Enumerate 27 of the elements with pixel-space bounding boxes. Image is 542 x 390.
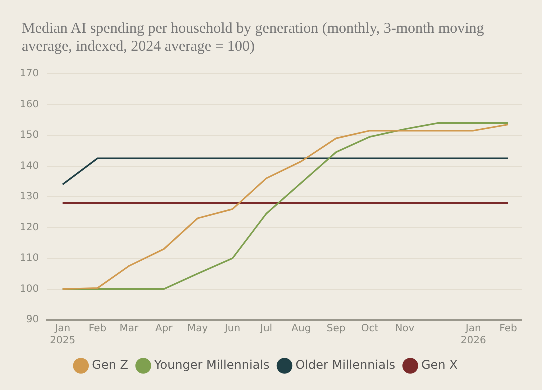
chart-subtitle: Median AI spending per household by generation (monthly, 3-month moving average, indexed, 2024 average = 100) — [21, 20, 486, 56]
x-tick-label: Jan 2026 — [460, 324, 486, 347]
y-tick-label: 120 — [20, 222, 40, 234]
y-tick-label: 150 — [20, 130, 40, 142]
y-tick-label: 160 — [20, 99, 40, 110]
y-tick-label: 90 — [26, 314, 40, 326]
legend-label: Younger Millennials — [153, 358, 270, 372]
x-tick-label: Apr — [155, 324, 174, 335]
x-tick-label: Feb — [88, 324, 107, 335]
y-tick-label: 110 — [20, 253, 40, 264]
x-tick-label: May — [188, 324, 208, 335]
x-tick-label: Nov — [395, 324, 415, 335]
y-tick-label: 100 — [20, 284, 40, 295]
x-tick-label: Jun — [224, 324, 241, 335]
x-tick-label: Aug — [292, 324, 312, 335]
x-tick-label: Jul — [260, 324, 273, 335]
x-tick-label: Sep — [326, 324, 346, 335]
y-tick-label: 130 — [20, 192, 40, 203]
x-tick-label: Mar — [120, 324, 140, 335]
x-tick-label: Jan 2025 — [50, 324, 76, 347]
y-tick-label: 140 — [20, 160, 40, 172]
x-tick-label: Feb — [500, 324, 518, 335]
legend-label: Gen X — [422, 358, 458, 372]
legend-label: Gen Z — [92, 358, 128, 372]
x-tick-label: Oct — [361, 324, 379, 335]
y-tick-label: 170 — [20, 68, 40, 80]
legend-label: Older Millennials — [296, 358, 396, 372]
